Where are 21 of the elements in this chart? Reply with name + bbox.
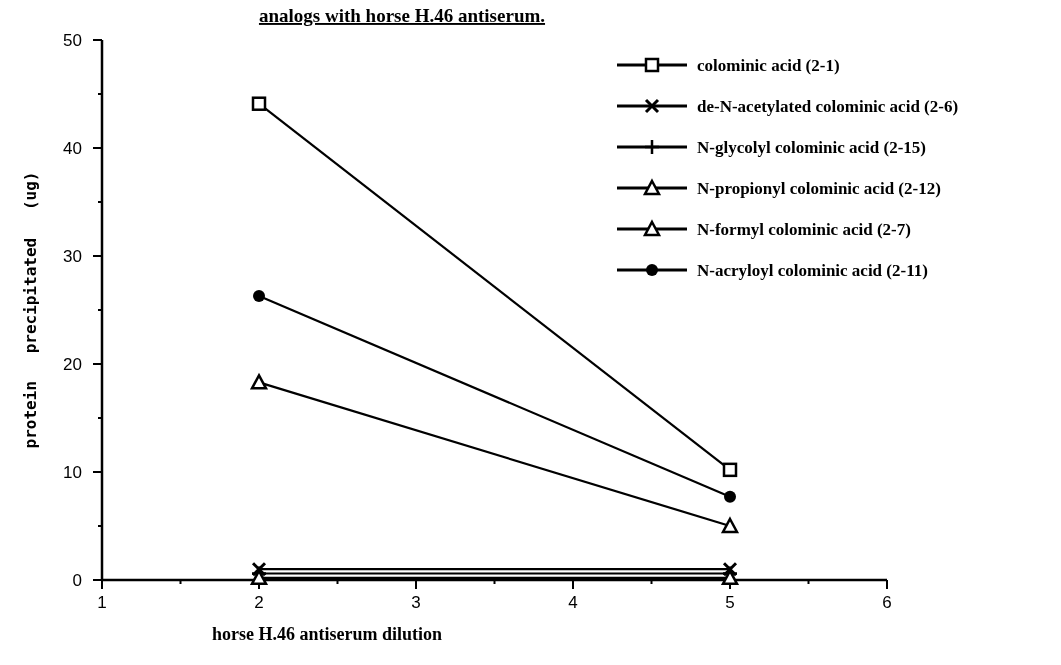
x-tick-label: 5 xyxy=(725,593,735,612)
x-tick-label: 2 xyxy=(254,593,264,612)
legend-label: N-glycolyl colominic acid (2-15) xyxy=(697,137,926,157)
y-tick-label: 50 xyxy=(63,30,82,50)
x-tick-label: 6 xyxy=(882,593,892,612)
legend-label: N-formyl colominic acid (2-7) xyxy=(697,219,911,239)
y-tick-label: 10 xyxy=(63,462,82,482)
y-tick-label: 30 xyxy=(63,246,82,266)
y-tick-label: 40 xyxy=(63,138,82,158)
x-tick-label: 1 xyxy=(97,593,107,612)
legend-label: colominic acid (2-1) xyxy=(697,55,840,75)
y-tick-label: 0 xyxy=(72,570,82,590)
x-tick-label: 4 xyxy=(568,593,578,612)
legend-label: N-propionyl colominic acid (2-12) xyxy=(697,178,941,198)
chart-title: analogs with horse H.46 antiserum. xyxy=(258,5,546,26)
x-axis-title: horse H.46 antiserum dilution xyxy=(211,624,443,644)
x-tick-label: 3 xyxy=(411,593,421,612)
y-tick-label: 20 xyxy=(63,354,82,374)
legend-label: de-N-acetylated colominic acid (2-6) xyxy=(697,96,959,116)
legend-label: N-acryloyl colominic acid (2-11) xyxy=(697,260,928,280)
y-axis-title: protein precipitated (ug) xyxy=(21,171,40,449)
